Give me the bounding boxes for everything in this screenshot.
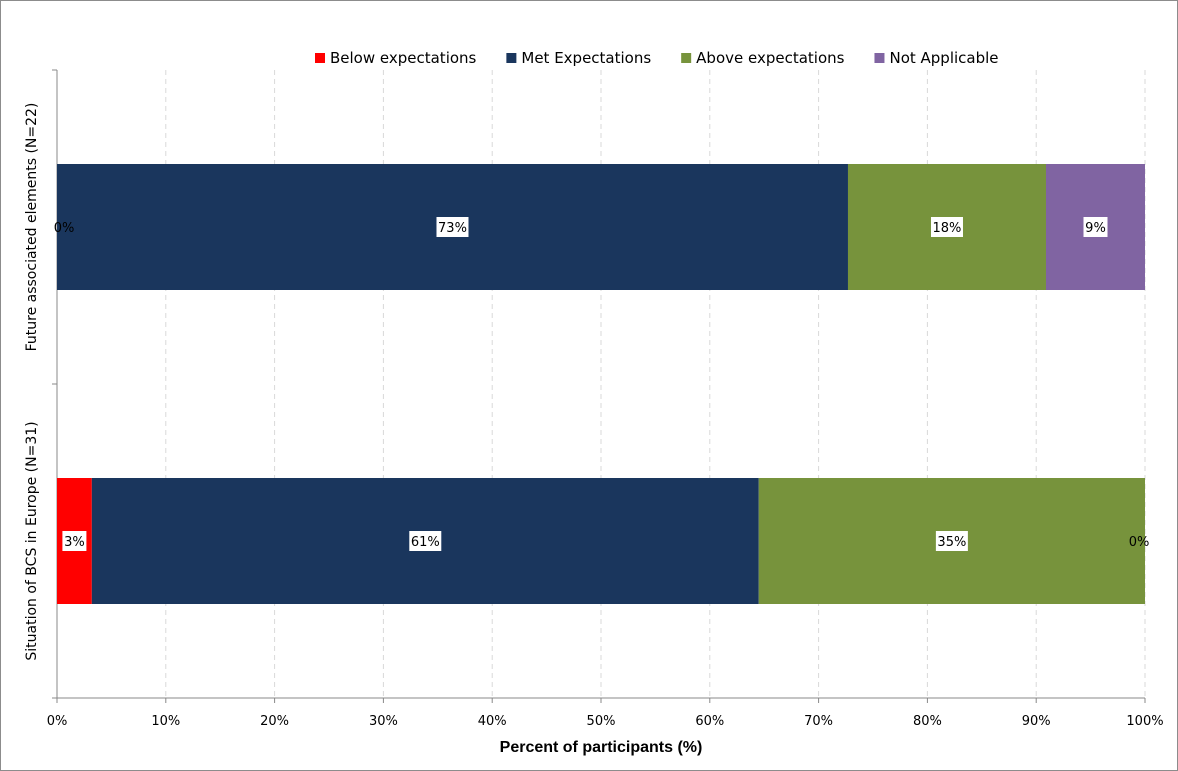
legend-item-below-expectations: Below expectations <box>315 49 477 67</box>
data-label-text: 0% <box>54 221 75 236</box>
x-tick-label: 70% <box>804 714 833 729</box>
data-label: 0% <box>1129 535 1150 550</box>
legend-swatch <box>506 53 517 63</box>
data-label: 3% <box>62 531 87 551</box>
x-tick-label: 90% <box>1022 714 1051 729</box>
x-tick-label: 0% <box>47 714 68 729</box>
data-label-text: 61% <box>411 535 440 550</box>
data-label-background <box>935 531 968 551</box>
data-label-background <box>62 531 87 551</box>
legend-swatch <box>681 53 692 63</box>
x-axis-title: Percent of participants (%) <box>500 739 703 756</box>
legend: Below expectations Met Expectations Above … <box>315 49 999 67</box>
data-label: 0% <box>54 221 75 236</box>
legend-swatch <box>874 53 885 63</box>
legend-swatch <box>315 53 325 63</box>
data-label-background <box>436 217 469 237</box>
x-tick-label: 80% <box>913 714 942 729</box>
legend-label: Above expectations <box>696 49 844 67</box>
x-tick-label: 60% <box>695 714 724 729</box>
data-label: 73% <box>436 217 469 237</box>
x-tick-label: 100% <box>1126 714 1163 729</box>
data-label: 9% <box>1083 217 1108 237</box>
category-label: Future associated elements (N=22) <box>24 103 40 352</box>
legend-label: Met Expectations <box>521 49 651 67</box>
legend-item-not-applicable: Not Applicable <box>874 49 999 67</box>
data-label-background <box>409 531 442 551</box>
x-tick-labels: 0% 10% 20% 30% 40% 50% 60% 70% 80% 90% 100% <box>47 714 1164 729</box>
legend-label: Not Applicable <box>889 49 998 67</box>
data-label-text: 35% <box>937 535 966 550</box>
data-label: 18% <box>930 217 963 237</box>
data-label-text: 0% <box>1129 535 1150 550</box>
data-label: 35% <box>935 531 968 551</box>
data-label: 61% <box>409 531 442 551</box>
data-labels: 0% 73% 18% 9% 3% 61% 35% 0% <box>54 217 1150 551</box>
category-label: Situation of BCS in Europe (N=31) <box>24 421 40 660</box>
data-label-text: 18% <box>933 221 962 236</box>
data-label-text: 3% <box>64 535 85 550</box>
legend-item-met-expectations: Met Expectations <box>506 49 651 67</box>
bars <box>57 164 1145 604</box>
data-label-background <box>930 217 963 237</box>
legend-label: Below expectations <box>330 49 477 67</box>
x-tick-label: 50% <box>587 714 616 729</box>
x-tick-label: 40% <box>478 714 507 729</box>
legend-item-above-expectations: Above expectations <box>681 49 845 67</box>
data-label-background <box>1083 217 1108 237</box>
x-tick-label: 10% <box>151 714 180 729</box>
data-label-text: 73% <box>438 221 467 236</box>
category-labels: Future associated elements (N=22) Situati… <box>24 103 40 661</box>
x-tick-label: 30% <box>369 714 398 729</box>
x-tick-label: 20% <box>260 714 289 729</box>
data-label-text: 9% <box>1085 221 1106 236</box>
